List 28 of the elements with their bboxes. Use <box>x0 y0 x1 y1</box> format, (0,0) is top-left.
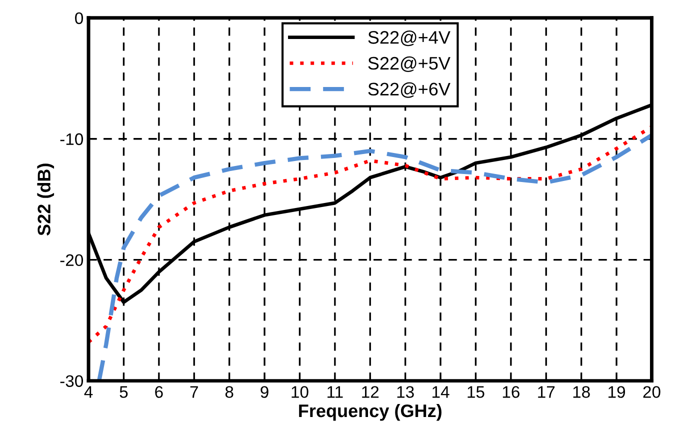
line-series <box>88 125 652 344</box>
x-tick-label: 14 <box>432 386 450 398</box>
line-series <box>97 133 652 381</box>
x-tick-label: 13 <box>397 386 414 398</box>
x-tick-label: 9 <box>260 386 268 398</box>
x-tick-label: 19 <box>608 386 625 398</box>
x-tick-label: 8 <box>225 386 234 398</box>
x-tick-label: 18 <box>573 386 590 398</box>
legend-label: S22@+4V <box>368 30 450 46</box>
y-tick-label: -20 <box>60 254 84 266</box>
x-tick-label: 6 <box>155 386 163 398</box>
x-tick-label: 7 <box>190 386 198 398</box>
x-tick-label: 4 <box>84 386 93 398</box>
x-tick-label: 12 <box>362 386 379 398</box>
x-tick-label: 15 <box>468 386 484 398</box>
y-axis-title: S22 (dB) <box>37 164 54 236</box>
x-axis-title: Frequency (GHz) <box>299 404 442 421</box>
x-tick-label: 16 <box>502 386 520 398</box>
x-tick-label: 11 <box>328 386 343 398</box>
x-tick-label: 10 <box>292 386 308 398</box>
x-tick-label: 20 <box>643 386 660 398</box>
legend-label: S22@+6V <box>368 82 450 98</box>
y-tick-label: 0 <box>75 12 84 24</box>
x-tick-label: 5 <box>120 386 128 398</box>
x-tick-label: 17 <box>538 386 555 398</box>
legend-label: S22@+5V <box>368 56 450 72</box>
y-tick-label: -30 <box>60 375 84 388</box>
y-tick-label: -10 <box>60 133 84 146</box>
